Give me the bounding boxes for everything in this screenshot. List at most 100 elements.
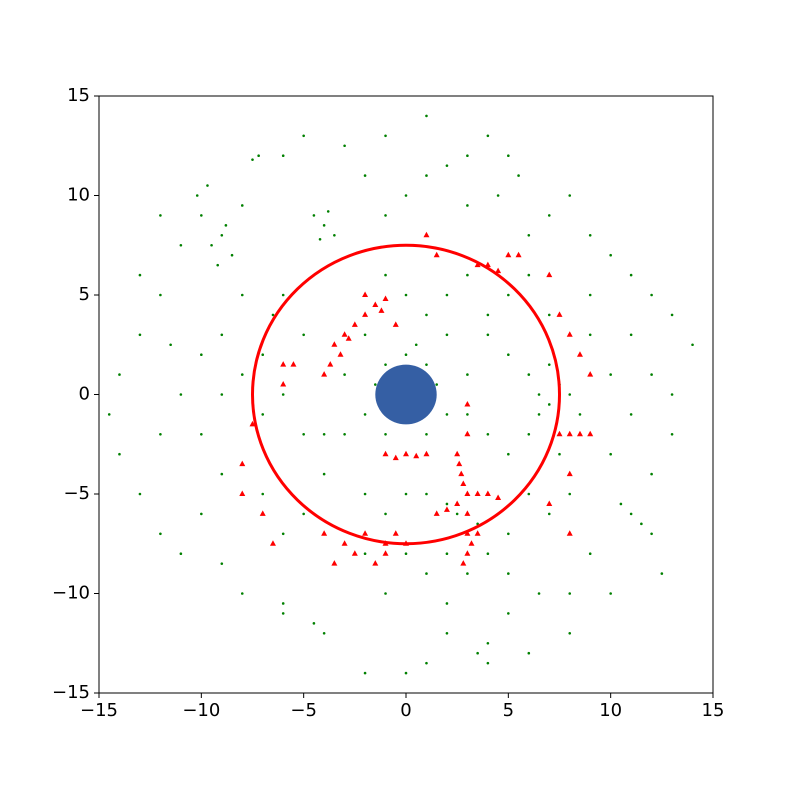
point [537,592,541,595]
triangle-point [464,430,471,437]
triangle-point [433,251,440,258]
point [568,592,572,595]
triangle-point [458,470,465,477]
triangle-point [351,321,358,327]
point [414,343,418,347]
point [629,413,633,416]
point [650,472,653,476]
triangle-point [372,560,379,566]
point [322,472,326,476]
triangle-point [372,301,379,307]
point [588,552,592,555]
point [445,502,449,506]
point [466,273,469,277]
point [179,552,183,555]
point [200,433,203,436]
point [527,492,531,496]
point [466,154,469,157]
point [220,562,224,565]
triangle-point [474,530,481,536]
triangle-point [290,361,297,367]
point [404,492,408,496]
point [384,433,387,436]
triangle-point [382,295,389,301]
point [619,502,623,506]
point [507,154,510,157]
point [527,234,531,237]
triangle-point [556,430,563,437]
point [640,522,643,526]
point [670,313,674,317]
point [455,512,459,516]
point [220,234,224,237]
point [609,253,612,257]
triangle-point [474,261,481,268]
point [138,273,142,277]
point [384,134,387,138]
point [445,164,449,167]
point [425,363,428,366]
point [547,512,551,516]
point [517,174,520,177]
point [425,492,428,496]
triangle-point [382,550,389,556]
point [466,204,469,207]
triangle-point [239,490,246,496]
x-tick-label: −10 [182,700,220,721]
point [650,532,653,536]
point [466,413,469,416]
triangle-point [464,490,471,496]
triangle-point [392,454,399,461]
point [138,492,142,496]
point [466,373,469,376]
point [670,433,674,436]
point [547,403,551,406]
point [486,641,490,645]
point [466,572,469,575]
triangle-point [341,540,348,546]
point [271,313,275,317]
triangle-point [546,271,553,278]
point [257,154,260,157]
point [251,158,254,161]
triangle-point [382,450,389,457]
point [486,313,490,317]
triangle-point [454,450,461,457]
point [302,134,305,138]
point [384,592,387,595]
triangle-point [460,480,467,487]
triangle-point [269,540,276,546]
triangle-point [403,450,409,457]
triangle-point [423,231,430,238]
point [507,532,510,536]
triangle-point [576,351,583,357]
point [609,452,612,456]
point [312,622,316,625]
x-tick-label: −5 [290,700,317,721]
point [404,552,408,555]
x-tick-label: 5 [503,700,514,721]
point [312,214,316,217]
point [343,144,346,148]
y-tick-label: −5 [63,483,90,504]
point [281,393,285,396]
y-tick-label: −10 [52,583,90,604]
point [200,353,203,357]
point [425,174,428,177]
point [384,363,387,366]
point [363,552,367,555]
point [486,552,490,555]
point [691,343,694,347]
point [486,661,490,665]
triangle-point [413,452,420,459]
point [281,612,285,615]
triangle-point [443,506,450,512]
triangle-point [464,550,471,556]
point [179,243,183,247]
point [404,671,408,675]
point [216,263,220,267]
triangle-point [556,311,563,317]
point [230,253,234,257]
point [302,433,305,436]
point [507,612,510,615]
